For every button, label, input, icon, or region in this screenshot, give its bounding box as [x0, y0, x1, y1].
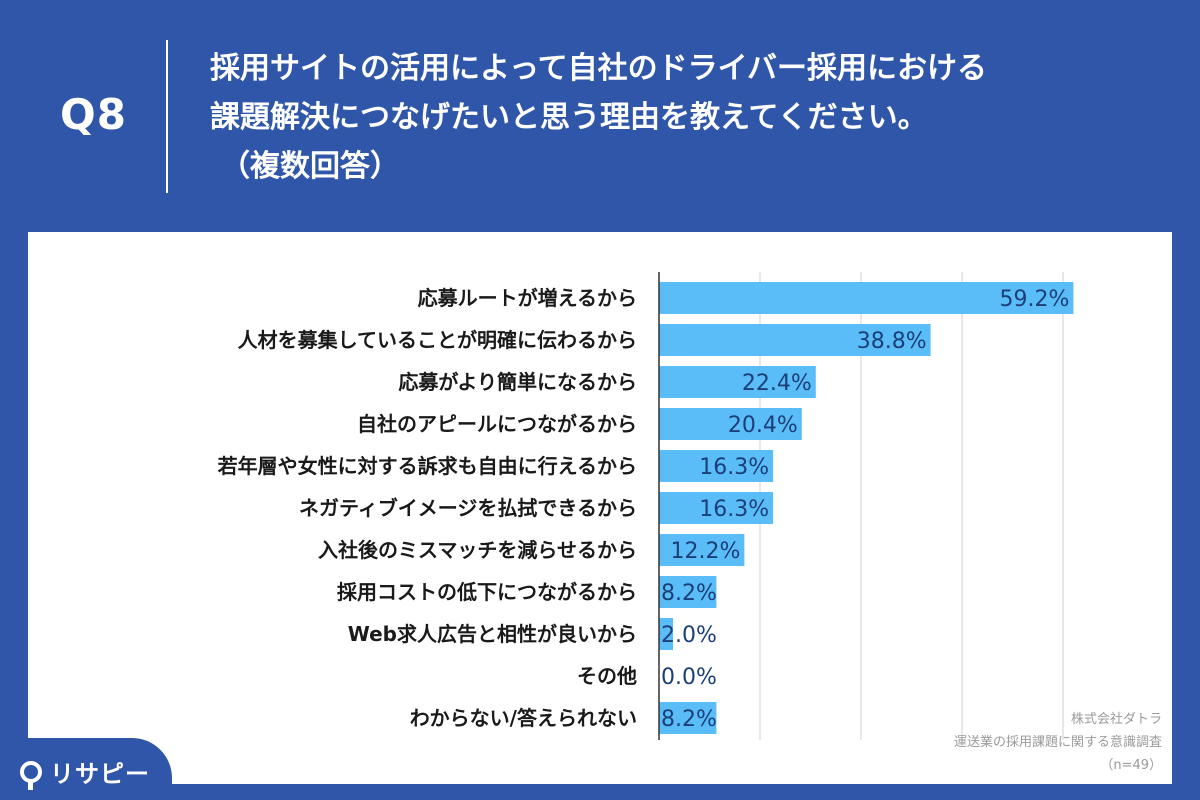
value-label: 59.2%: [1000, 287, 1070, 312]
category-label: ネガティブイメージを払拭できるから: [299, 496, 637, 520]
value-label: 12.2%: [671, 539, 741, 564]
category-label: 若年層や女性に対する訴求も自由に行えるから: [217, 454, 637, 478]
source-survey: 運送業の採用課題に関する意識調査: [953, 735, 1162, 750]
category-label: Web求人広告と相性が良いから: [348, 622, 637, 646]
question-text: 採用サイトの活用によって自社のドライバー採用における 課題解決につなげたいと思う…: [210, 44, 1170, 191]
category-label: わからない/答えられない: [410, 706, 637, 730]
value-label: 2.0%: [661, 623, 717, 648]
bar: [659, 366, 816, 398]
value-labels: 59.2% 38.8% 22.4% 20.4% 16.3% 16.3% 12.2% 8.2% 2…: [661, 287, 1069, 732]
pin-icon: [20, 760, 42, 790]
value-label: 16.3%: [699, 497, 769, 522]
category-label: 応募ルートが増えるから: [418, 286, 637, 310]
question-header: Q8 採用サイトの活用によって自社のドライバー採用における 課題解決につなげたい…: [0, 0, 1200, 230]
value-label: 22.4%: [742, 371, 812, 396]
source-note: 株式会社ダトラ 運送業の採用課題に関する意識調査 （n=49）: [954, 708, 1162, 777]
category-label: 応募がより簡単になるから: [398, 370, 637, 394]
brand-logo: リサピー: [20, 754, 150, 790]
bar-chart: 応募ルートが増えるから人材を募集していることが明確に伝わるから応募がより簡単にな…: [217, 272, 1074, 740]
bar: [659, 576, 717, 608]
value-label: 8.2%: [661, 707, 717, 732]
category-label: 採用コストの低下につながるから: [337, 580, 637, 604]
value-label: 8.2%: [661, 581, 717, 606]
question-line-1: 採用サイトの活用によって自社のドライバー採用における: [210, 51, 987, 86]
category-label: その他: [577, 664, 637, 688]
value-label: 0.0%: [661, 665, 717, 690]
question-number: Q8: [60, 90, 127, 139]
chart-panel: 応募ルートが増えるから人材を募集していることが明確に伝わるから応募がより簡単にな…: [28, 232, 1172, 784]
category-label: 自社のアピールにつながるから: [357, 412, 637, 436]
value-label: 38.8%: [857, 329, 927, 354]
bar: [659, 534, 745, 566]
category-label: 入社後のミスマッチを減らせるから: [318, 538, 637, 562]
bar: [659, 324, 931, 356]
header-divider: [166, 40, 168, 193]
brand-name: リサピー: [50, 760, 150, 788]
source-sample-size: （n=49）: [1100, 758, 1162, 773]
value-label: 16.3%: [699, 455, 769, 480]
question-note: （複数回答）: [220, 149, 400, 184]
value-label: 20.4%: [728, 413, 798, 438]
bar: [659, 702, 717, 734]
question-line-2: 課題解決につなげたいと思う理由を教えてください。: [210, 100, 928, 135]
category-label: 人材を募集していることが明確に伝わるから: [238, 328, 637, 352]
bar: [659, 408, 802, 440]
source-company: 株式会社ダトラ: [1070, 712, 1162, 727]
category-labels: 応募ルートが増えるから人材を募集していることが明確に伝わるから応募がより簡単にな…: [217, 286, 637, 730]
bars: [659, 282, 1074, 734]
bar: [659, 282, 1074, 314]
bar: [659, 450, 774, 482]
bar: [659, 492, 774, 524]
bar: [659, 618, 673, 650]
